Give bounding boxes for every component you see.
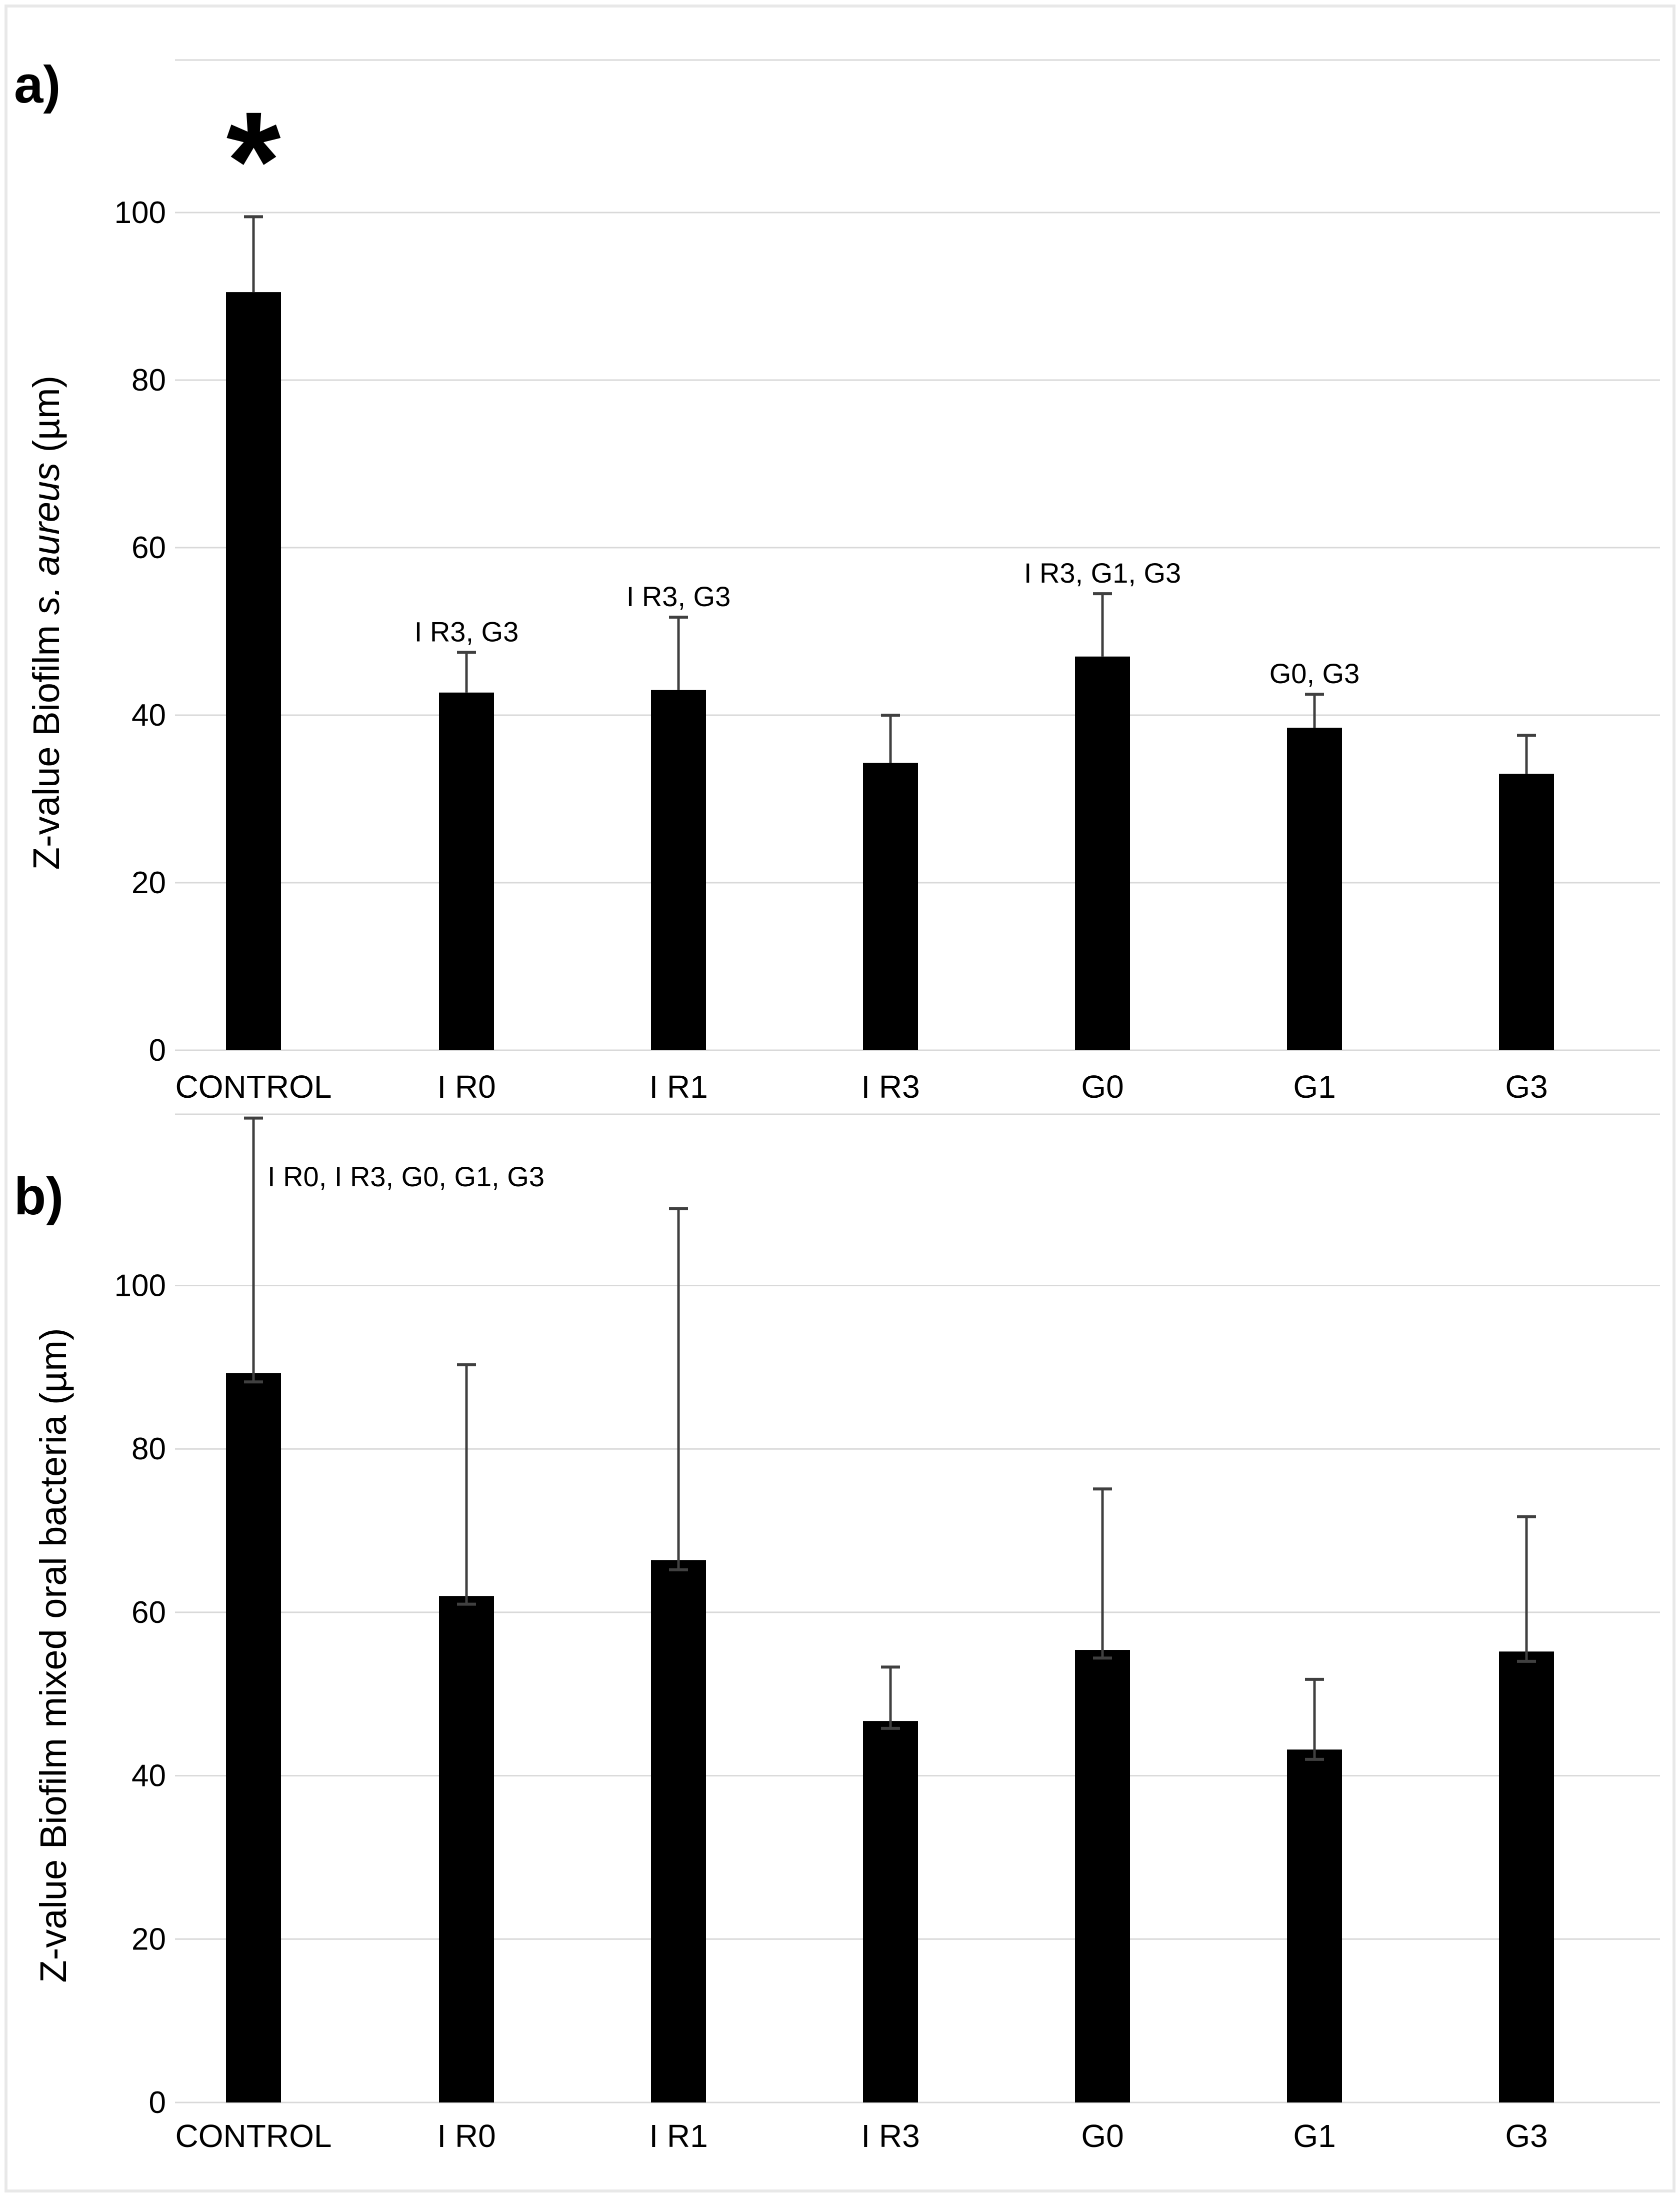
- x-category-label: CONTROL: [176, 1069, 332, 1105]
- x-category-label: G0: [1081, 2118, 1124, 2154]
- y-axis-title-species-italic: s. aureus: [26, 463, 67, 615]
- bar-annotation: I R3, G1, G3: [1024, 557, 1181, 589]
- x-category-label: G3: [1505, 2118, 1548, 2154]
- x-category-label: G0: [1081, 1069, 1124, 1105]
- bar: [1499, 774, 1554, 1050]
- y-axis-title-suffix: (µm): [26, 376, 67, 463]
- y-axis-title-prefix: Z-value Biofilm: [26, 615, 67, 870]
- panel-label: a): [14, 56, 60, 114]
- y-tick-label: 100: [114, 196, 166, 230]
- bar-annotation: I R3, G3: [414, 616, 519, 647]
- y-tick-label: 80: [132, 1432, 166, 1466]
- bar: [439, 692, 494, 1050]
- y-tick-label: 40: [132, 698, 166, 733]
- y-axis-title: Z-value Biofilm mixed oral bacteria (µm): [32, 1328, 74, 1982]
- bar: [1075, 1650, 1130, 2102]
- x-category-label: I R1: [649, 1069, 708, 1105]
- y-tick-label: 20: [132, 1922, 166, 1956]
- y-tick-label: 60: [132, 531, 166, 565]
- x-category-label: I R1: [649, 2118, 708, 2154]
- bar: [651, 690, 706, 1050]
- y-axis-title-prefix: Z-value Biofilm mixed oral bacteria (µm): [32, 1328, 74, 1982]
- bar: [1287, 728, 1342, 1050]
- x-category-label: CONTROL: [176, 2118, 332, 2154]
- y-tick-label: 80: [132, 363, 166, 398]
- bar: [1287, 1749, 1342, 2102]
- y-tick-label: 40: [132, 1759, 166, 1793]
- bar: [439, 1596, 494, 2102]
- panel-label: b): [14, 1167, 64, 1226]
- panel-a-chart: 0 20 40 60 80 100 * CONTROL I R3, G3 I R0 I R3, G3…: [14, 56, 1660, 1105]
- bar-annotation: I R3, G3: [626, 581, 731, 612]
- y-tick-label: 60: [132, 1595, 166, 1630]
- control-annotation: I R0, I R3, G0, G1, G3: [268, 1161, 544, 1192]
- x-category-label: I R3: [861, 1069, 920, 1105]
- x-category-label: I R0: [437, 2118, 496, 2154]
- significance-asterisk: *: [226, 83, 281, 239]
- y-tick-label: 0: [149, 1033, 166, 1068]
- y-axis-title: Z-value Biofilm s. aureus (µm): [26, 376, 67, 870]
- bar: [651, 1560, 706, 2102]
- bar: [863, 1721, 918, 2102]
- x-category-label: G1: [1293, 2118, 1336, 2154]
- x-category-label: G3: [1505, 1069, 1548, 1105]
- figure-border: [4, 5, 1676, 2192]
- y-tick-label: 100: [114, 1269, 166, 1303]
- bar: [226, 292, 281, 1050]
- x-category-label: I R0: [437, 1069, 496, 1105]
- y-tick-label: 20: [132, 866, 166, 900]
- bar: [863, 763, 918, 1050]
- x-category-label: G1: [1293, 1069, 1336, 1105]
- panel-b-chart: 0 20 40 60 80 100 I R0, I R3, G0, G1, G3 CONTRO…: [14, 1113, 1660, 2154]
- x-category-label: I R3: [861, 2118, 920, 2154]
- bar-annotation: G0, G3: [1270, 658, 1360, 689]
- bar: [1499, 1651, 1554, 2102]
- bar: [226, 1373, 281, 2102]
- y-tick-label: 0: [149, 2085, 166, 2120]
- bar: [1075, 656, 1130, 1050]
